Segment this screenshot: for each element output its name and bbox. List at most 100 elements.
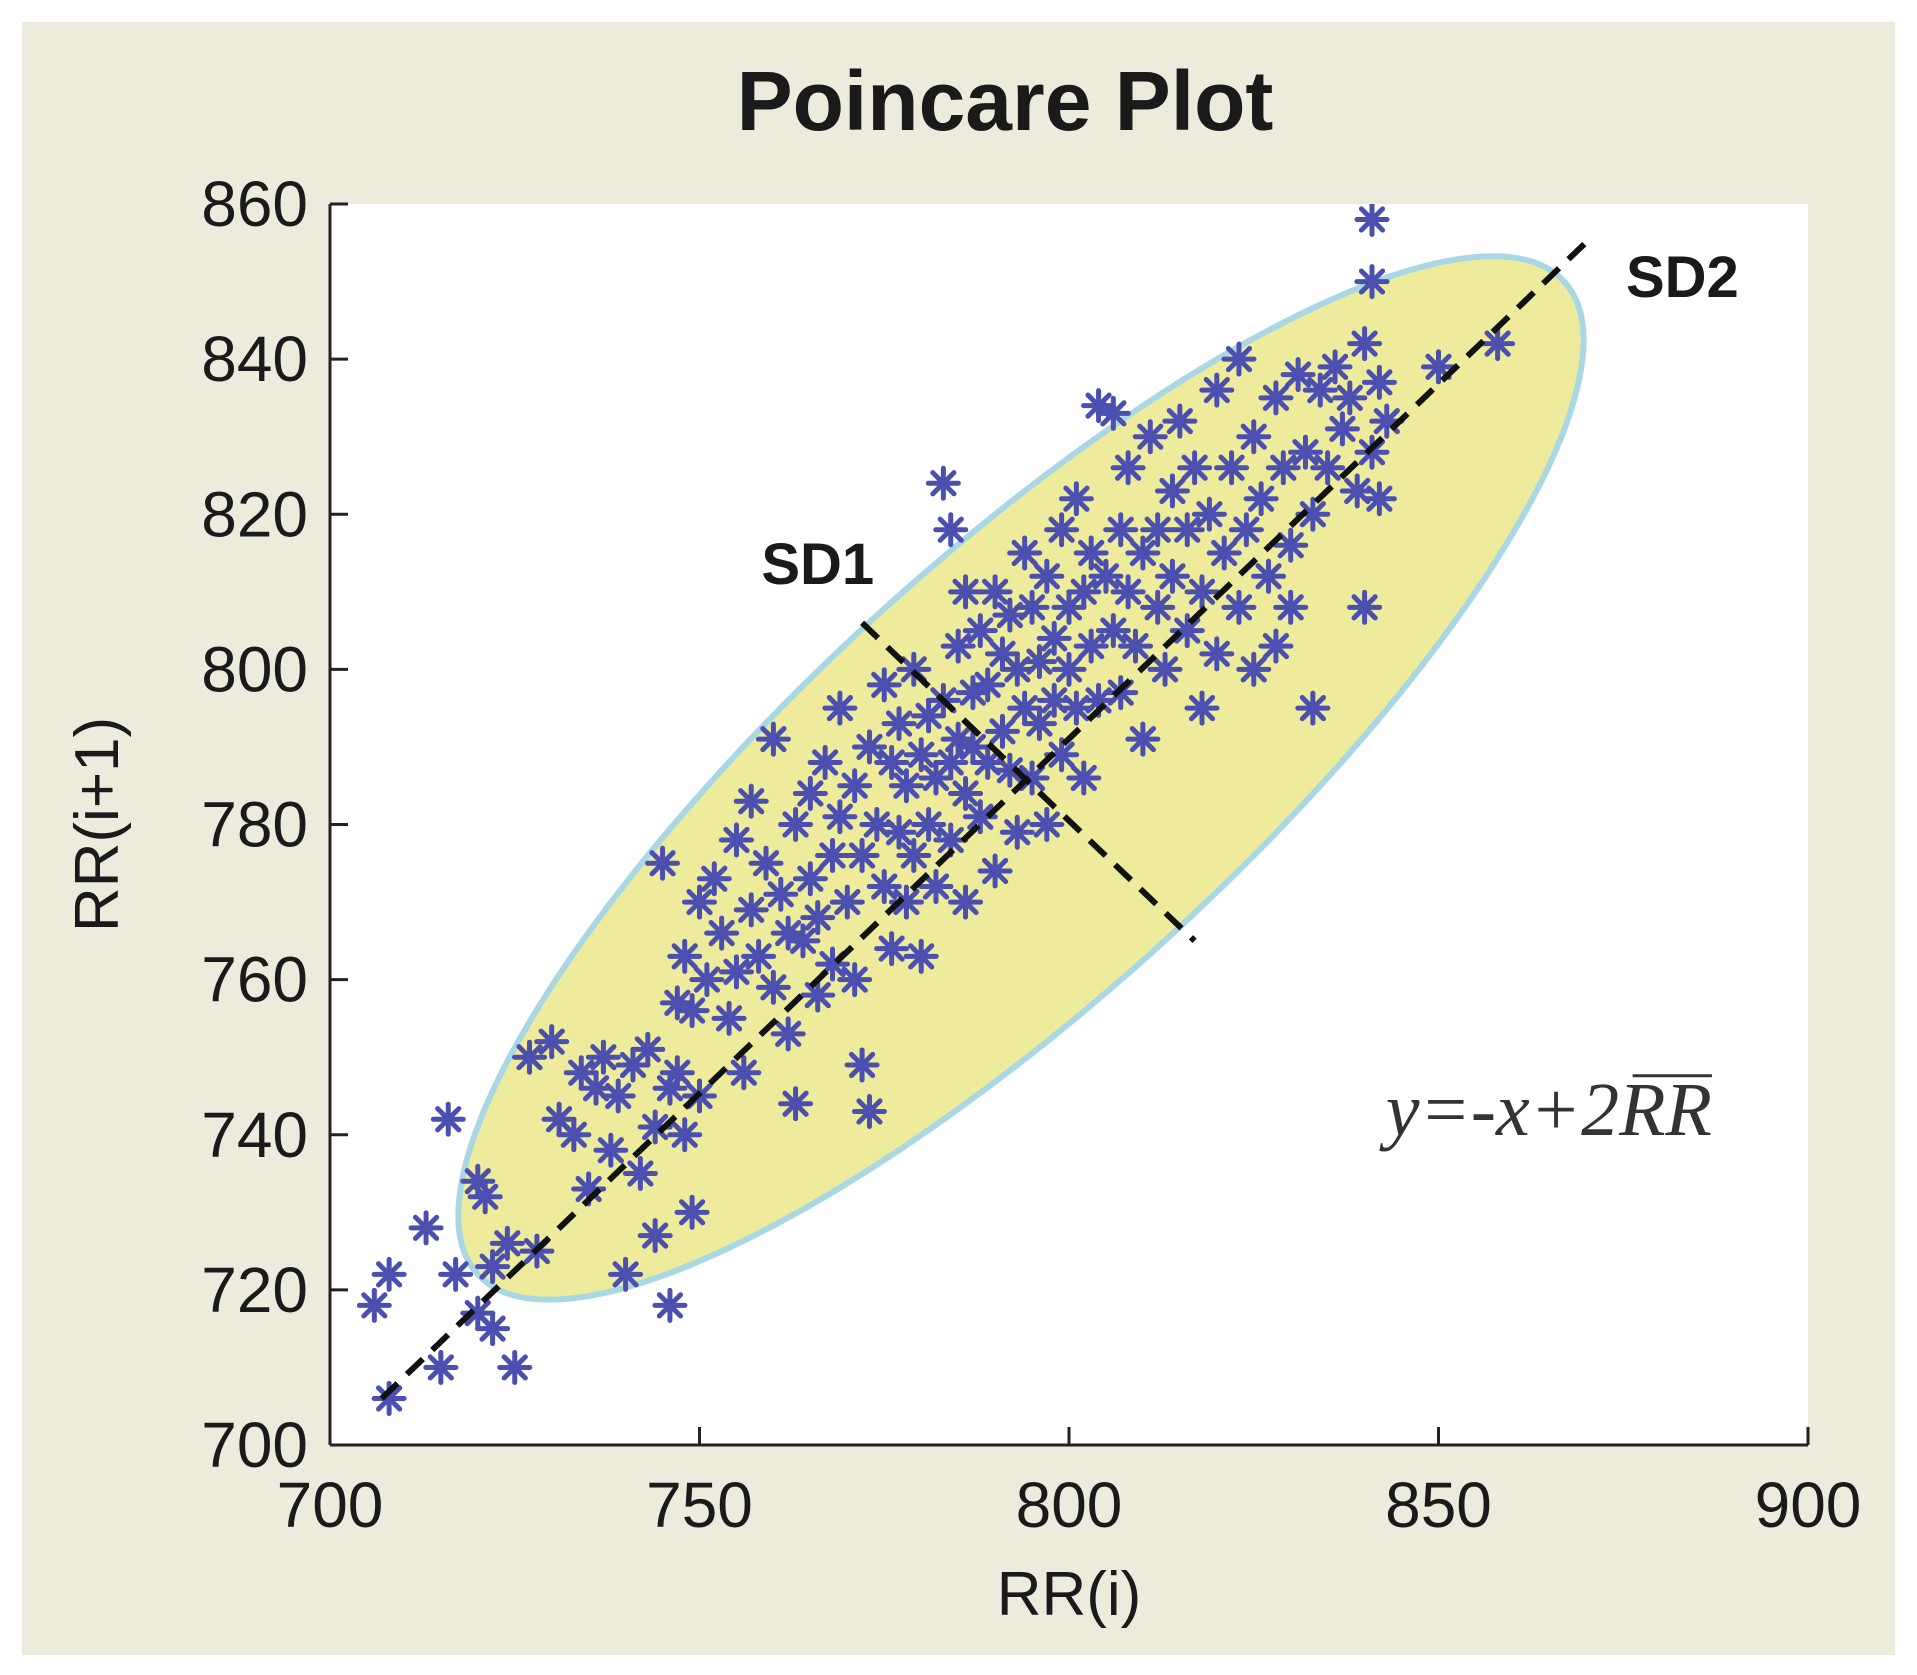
data-point: [667, 1117, 703, 1153]
data-point: [534, 1024, 570, 1060]
data-point: [792, 775, 828, 811]
data-point: [1206, 535, 1242, 571]
data-point: [1339, 473, 1375, 509]
y-tick-label: 720: [201, 1254, 308, 1326]
scatter-points: [356, 204, 1516, 1416]
data-point: [718, 954, 754, 990]
data-point: [1354, 204, 1390, 238]
data-point: [637, 1218, 673, 1254]
y-tick-label: 800: [201, 633, 308, 705]
data-point: [948, 775, 984, 811]
data-point: [467, 1179, 503, 1215]
data-point: [1125, 535, 1161, 571]
y-tick-label: 840: [201, 323, 308, 395]
data-point: [903, 737, 939, 773]
data-point: [1051, 651, 1087, 687]
y-tick-label: 700: [201, 1409, 308, 1481]
data-point: [1221, 341, 1257, 377]
data-point: [615, 1047, 651, 1083]
data-point: [1058, 481, 1094, 517]
data-point: [888, 768, 924, 804]
data-point: [1310, 450, 1346, 486]
data-point: [999, 814, 1035, 850]
data-point: [1273, 527, 1309, 563]
data-point: [800, 900, 836, 936]
data-point: [733, 783, 769, 819]
data-point: [585, 1039, 621, 1075]
data-point: [1118, 628, 1154, 664]
data-point: [822, 690, 858, 726]
data-point: [711, 1000, 747, 1036]
sd2-line: [379, 232, 1596, 1401]
data-point: [1236, 419, 1272, 455]
y-tick-label: 780: [201, 789, 308, 861]
data-point: [1140, 589, 1176, 625]
data-point: [911, 807, 947, 842]
data-point: [1302, 372, 1338, 408]
axis-lines-layer: [379, 232, 1596, 1401]
data-point: [778, 1086, 814, 1122]
data-point: [999, 651, 1035, 687]
data-point: [1073, 628, 1109, 664]
data-point: [1095, 613, 1131, 649]
data-point: [748, 845, 784, 881]
data-point: [1014, 589, 1050, 625]
data-point: [992, 597, 1028, 633]
data-point: [1132, 419, 1168, 455]
y-tick-label: 740: [201, 1099, 308, 1171]
data-point: [962, 613, 998, 649]
data-point: [1110, 450, 1146, 486]
x-tick-label: 850: [1385, 1469, 1492, 1541]
data-point: [1243, 481, 1279, 517]
data-point: [1199, 636, 1235, 672]
data-point: [1258, 628, 1294, 664]
data-point: [1169, 613, 1205, 649]
sd1-label: SD1: [761, 532, 874, 597]
data-point: [815, 838, 851, 874]
data-point: [1095, 395, 1131, 431]
data-point: [1258, 380, 1294, 416]
data-point: [866, 869, 902, 905]
data-point: [1044, 512, 1080, 548]
data-point: [755, 969, 791, 1005]
data-point: [1221, 589, 1257, 625]
data-point: [896, 838, 932, 874]
data-point: [1361, 364, 1397, 400]
data-point: [1199, 372, 1235, 408]
data-point: [785, 923, 821, 959]
data-point: [1044, 737, 1080, 773]
data-point: [859, 807, 895, 842]
data-point: [1332, 380, 1368, 416]
data-point: [1236, 651, 1272, 687]
data-point: [1251, 558, 1287, 594]
data-point: [1154, 558, 1190, 594]
data-point: [778, 807, 814, 842]
data-point: [1295, 690, 1331, 726]
data-point: [1295, 496, 1331, 532]
data-point: [1110, 574, 1146, 610]
data-point: [874, 744, 910, 780]
data-point: [948, 884, 984, 920]
data-point: [438, 1256, 474, 1292]
data-point: [837, 768, 873, 804]
data-point: [371, 1256, 407, 1292]
data-point: [1066, 760, 1102, 796]
data-point: [844, 1047, 880, 1083]
data-point: [1088, 558, 1124, 594]
data-point: [1021, 644, 1057, 680]
data-point: [1347, 326, 1383, 362]
data-point: [726, 1055, 762, 1091]
data-point: [408, 1210, 444, 1246]
y-axis-label: RR(i+1): [63, 717, 132, 932]
data-point: [1021, 706, 1057, 742]
data-point: [1347, 589, 1383, 625]
data-point: [1273, 589, 1309, 625]
data-point: [1036, 682, 1072, 718]
data-point: [829, 884, 865, 920]
data-point: [1265, 450, 1301, 486]
data-point: [1184, 690, 1220, 726]
data-point: [593, 1132, 629, 1168]
data-point: [371, 1380, 407, 1416]
data-point: [1214, 450, 1250, 486]
